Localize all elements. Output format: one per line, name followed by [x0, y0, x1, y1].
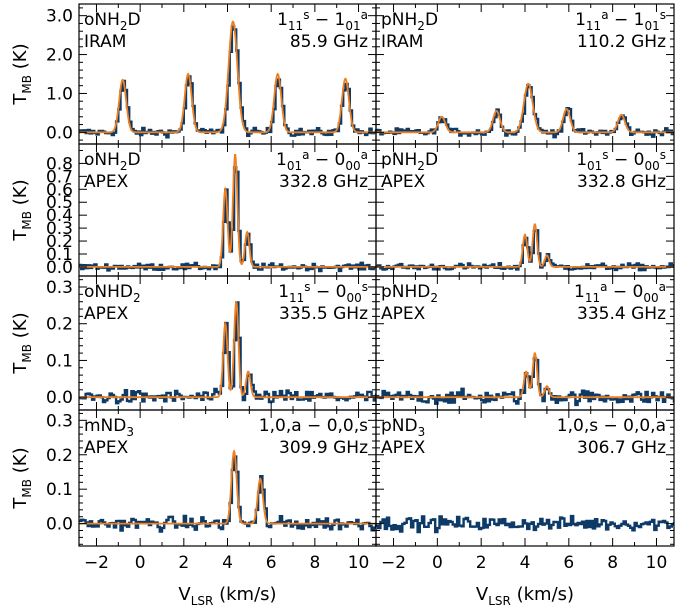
y-tick-label: 0.3	[46, 278, 73, 298]
y-tick-label: 0.0	[46, 123, 73, 143]
model-fit	[376, 223, 674, 268]
telescope-label: IRAM	[84, 32, 126, 52]
y-tick-label: 0.5	[46, 193, 73, 213]
telescope-label: APEX	[381, 438, 426, 458]
x-tick-label: 10	[646, 553, 668, 573]
observed-spectrum	[376, 514, 674, 534]
x-tick-label: 2	[476, 553, 487, 573]
x-axis-title: VLSR (km/s)	[476, 584, 574, 608]
model-fit	[376, 82, 674, 134]
y-tick-label: 1.0	[46, 84, 73, 104]
y-tick-label: 0.1	[46, 245, 73, 265]
species-label: oNHD2	[84, 282, 141, 305]
x-tick-label: 4	[520, 553, 531, 573]
observed-spectrum	[79, 455, 376, 533]
y-tick-label: 0.6	[46, 180, 73, 200]
y-tick-label: 0.3	[46, 411, 73, 431]
y-axis-title: TMB (K)	[10, 43, 34, 105]
frequency-label: 335.5 GHz	[279, 304, 368, 324]
x-tick-label: 2	[178, 553, 189, 573]
x-tick-label: 6	[266, 553, 277, 573]
x-tick-label: 6	[563, 553, 574, 573]
y-axis-title: TMB (K)	[10, 312, 34, 374]
species-label: pNH2D	[381, 10, 438, 33]
model-fit	[79, 301, 376, 399]
species-label: oNH2D	[84, 10, 141, 33]
transition-label: 111a − 000a	[574, 280, 666, 305]
y-tick-label: 0.4	[46, 206, 73, 226]
frequency-label: 306.7 GHz	[577, 438, 666, 458]
y-tick-label: 0.0	[46, 258, 73, 278]
transition-label: 111s − 101a	[277, 8, 368, 33]
x-tick-label: 0	[432, 553, 443, 573]
transition-label: 101a − 000a	[276, 148, 368, 173]
y-tick-label: 0.2	[46, 315, 73, 335]
model-fit	[79, 154, 376, 268]
frequency-label: 332.8 GHz	[577, 172, 666, 192]
x-tick-label: 8	[309, 553, 320, 573]
x-axis-title: VLSR (km/s)	[178, 584, 276, 608]
telescope-label: IRAM	[381, 32, 423, 52]
frequency-label: 110.2 GHz	[577, 32, 666, 52]
species-label: pND3	[381, 416, 425, 439]
y-tick-label: 0.1	[46, 351, 73, 371]
telescope-label: APEX	[84, 304, 129, 324]
y-tick-label: 0.0	[46, 388, 73, 408]
y-tick-label: 0.7	[46, 167, 73, 187]
y-tick-label: 0.1	[46, 480, 73, 500]
y-tick-label: 0.0	[46, 515, 73, 535]
frequency-label: 332.8 GHz	[279, 172, 368, 192]
transition-label: 101s − 000s	[576, 148, 666, 173]
x-tick-label: −2	[84, 553, 109, 573]
y-axis-title: TMB (K)	[10, 179, 34, 241]
species-label: oNH2D	[84, 150, 141, 173]
y-tick-label: 0.3	[46, 219, 73, 239]
y-tick-label: 0.2	[46, 232, 73, 252]
frequency-label: 309.9 GHz	[279, 438, 368, 458]
transition-label: 1,0,a − 0,0,s	[259, 416, 368, 436]
telescope-label: APEX	[381, 304, 426, 324]
species-label: pNH2D	[381, 150, 438, 173]
transition-label: 111s − 000s	[278, 280, 368, 305]
y-tick-label: 2.0	[46, 46, 73, 66]
species-label: pNHD2	[381, 282, 438, 305]
transition-label: 111a − 101s	[575, 8, 666, 33]
model-fit	[376, 352, 674, 399]
species-label: mND3	[84, 416, 134, 439]
telescope-label: APEX	[84, 172, 129, 192]
x-tick-label: −2	[381, 553, 406, 573]
frequency-label: 335.4 GHz	[577, 304, 666, 324]
model-fit	[79, 449, 376, 525]
x-tick-label: 4	[222, 553, 233, 573]
x-tick-label: 0	[135, 553, 146, 573]
y-tick-label: 3.0	[46, 7, 73, 27]
y-tick-label: 0.2	[46, 446, 73, 466]
telescope-label: APEX	[84, 438, 129, 458]
model-fit	[79, 20, 376, 134]
x-tick-label: 10	[348, 553, 370, 573]
telescope-label: APEX	[381, 172, 426, 192]
frequency-label: 85.9 GHz	[290, 32, 368, 52]
y-axis-title: TMB (K)	[10, 447, 34, 509]
x-tick-label: 8	[607, 553, 618, 573]
transition-label: 1,0,s − 0,0,a	[557, 416, 666, 436]
y-tick-label: 0.8	[46, 154, 73, 174]
